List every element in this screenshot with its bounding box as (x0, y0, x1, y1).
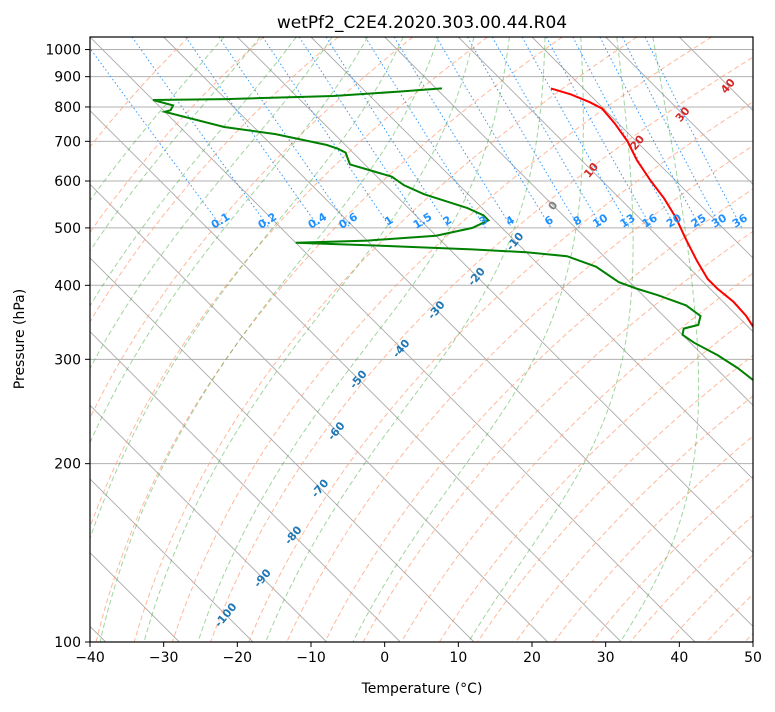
isotherm-line (753, 37, 775, 642)
dry-adiabat-line (745, 37, 775, 642)
mixing-ratio-label: 8 (571, 213, 584, 228)
mixing-ratio-label: 0.1 (209, 210, 232, 231)
mixing-ratio-line (573, 37, 676, 228)
isotherm-line (237, 37, 775, 642)
dry-adiabat-line (20, 37, 413, 642)
y-tick-label: 200 (54, 457, 81, 473)
moist-adiabat-line (4, 37, 333, 642)
isotherm-line (385, 37, 775, 642)
y-tick-label: 800 (54, 100, 81, 116)
moist-adiabat-line (468, 37, 633, 642)
isotherm-line (0, 37, 548, 642)
x-tick-label: −10 (296, 650, 326, 666)
x-tick-label: 40 (670, 650, 688, 666)
mixing-ratio-line (82, 37, 223, 228)
y-tick-label: 500 (54, 221, 81, 237)
isotherm-line (0, 37, 400, 642)
y-tick-label: 1000 (45, 43, 81, 59)
mixing-ratio-line (219, 37, 350, 228)
isotherm-line (90, 37, 695, 642)
y-tick-label: 600 (54, 174, 81, 190)
isotherm-line (679, 37, 775, 642)
mixing-ratio-line (263, 37, 391, 228)
dry-adiabat-line (707, 37, 775, 642)
moist-adiabat-line (100, 37, 438, 642)
mixing-ratio-line (622, 37, 721, 228)
x-tick-label: 10 (449, 650, 467, 666)
isotherm-line (164, 37, 769, 642)
mixing-ratio-label: 1 (382, 213, 395, 228)
moist-adiabat-line (32, 37, 368, 642)
y-tick-label: 100 (54, 635, 81, 651)
isotherm-line (532, 37, 775, 642)
y-axis-label: Pressure (hPa) (12, 289, 28, 389)
dry-adiabat-line (668, 37, 775, 642)
x-tick-label: 20 (523, 650, 541, 666)
x-tick-label: 0 (380, 650, 389, 666)
mixing-ratio-label: 2 (441, 213, 454, 228)
x-axis-label: Temperature (°C) (361, 681, 483, 697)
mixing-ratio-line (600, 37, 701, 228)
dry-adiabat-line (363, 37, 775, 642)
mixing-ratio-line (326, 37, 449, 228)
dry-adiabat-line (592, 37, 775, 642)
isotherm-line (16, 37, 621, 642)
plot-area (0, 37, 775, 642)
isotherm-line (0, 37, 327, 642)
mixing-ratio-line (436, 37, 551, 228)
y-tick-label: 900 (54, 70, 81, 86)
dry-adiabat-line (554, 37, 775, 642)
mixing-ratio-label: 6 (542, 213, 556, 228)
y-tick-label: 700 (54, 134, 81, 150)
y-tick-label: 300 (54, 352, 81, 368)
dry-adiabat-line (516, 37, 775, 642)
chart-title: wetPf2_C2E4.2020.303.00.44.R04 (277, 13, 567, 33)
dry-adiabat-line (58, 37, 488, 642)
moist-adiabat-line (0, 37, 224, 642)
dry-adiabat-line (134, 37, 637, 642)
x-tick-label: −30 (149, 650, 179, 666)
x-tick-label: −20 (223, 650, 253, 666)
dry-adiabat-line (0, 37, 338, 642)
mixing-ratio-label: 0.2 (256, 210, 279, 231)
x-tick-label: 30 (597, 650, 615, 666)
moist-adiabat-line (0, 37, 260, 642)
mixing-ratio-line (546, 37, 651, 228)
x-tick-label: 50 (744, 650, 762, 666)
x-tick-label: −40 (75, 650, 105, 666)
dry-adiabat-line (172, 37, 711, 642)
y-tick-label: 400 (54, 278, 81, 294)
dry-adiabat-line (0, 37, 189, 642)
